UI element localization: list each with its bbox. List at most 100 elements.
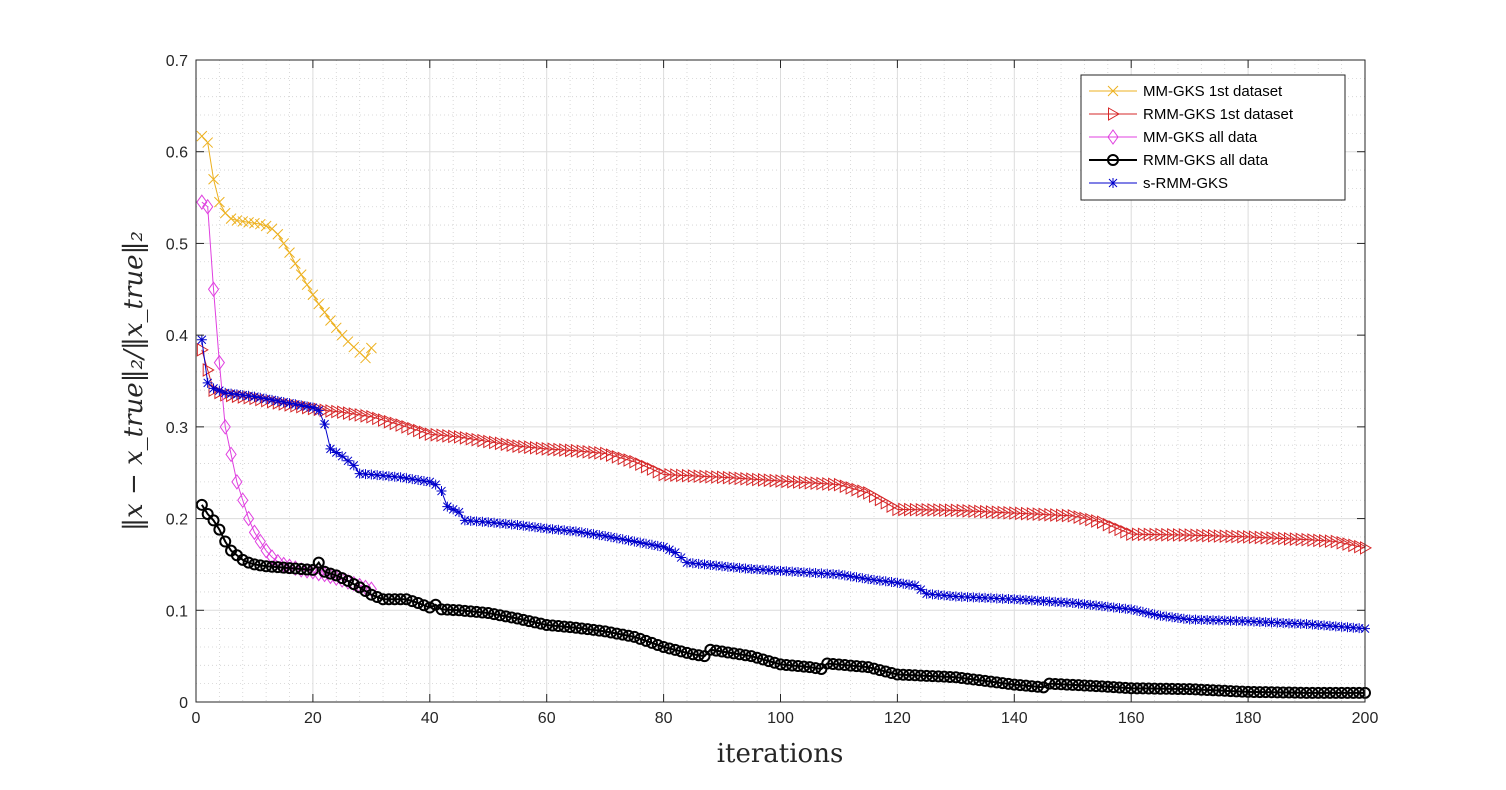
- data-point: [897, 668, 910, 681]
- data-point: [371, 590, 384, 603]
- data-point: [331, 447, 342, 458]
- data-point: [1208, 528, 1221, 543]
- data-point: [1091, 600, 1102, 611]
- data-point: [266, 394, 277, 405]
- data-point: [1032, 595, 1043, 606]
- data-point: [1307, 619, 1318, 630]
- data-point: [675, 645, 688, 658]
- data-point: [634, 632, 647, 645]
- data-point: [1289, 532, 1302, 546]
- data-point: [722, 561, 733, 572]
- data-point: [302, 401, 313, 412]
- data-point: [991, 593, 1002, 604]
- data-point: [822, 568, 833, 579]
- data-point: [255, 392, 266, 403]
- data-point: [582, 444, 595, 459]
- data-point: [477, 516, 488, 527]
- data-point: [1056, 597, 1067, 608]
- data-point: [261, 393, 272, 404]
- data-point: [968, 504, 981, 519]
- data-point: [372, 470, 383, 481]
- data-point: [1108, 520, 1121, 534]
- data-point: [494, 436, 507, 451]
- data-point: [424, 427, 437, 442]
- x-tick-label: 120: [884, 710, 911, 727]
- data-point: [301, 279, 313, 291]
- data-point: [1107, 129, 1119, 145]
- data-point: [687, 558, 698, 569]
- data-point: [832, 658, 845, 671]
- data-point: [530, 522, 541, 533]
- data-point: [226, 388, 237, 399]
- data-point: [1236, 685, 1249, 698]
- data-point: [453, 604, 466, 617]
- data-point: [746, 472, 759, 486]
- data-point: [518, 439, 531, 454]
- data-point: [1125, 682, 1138, 695]
- data-point: [312, 556, 325, 569]
- data-point: [1061, 508, 1074, 523]
- data-point: [559, 443, 572, 457]
- data-point: [348, 460, 359, 471]
- data-point: [477, 433, 490, 448]
- data-point: [904, 579, 915, 590]
- data-point: [237, 492, 249, 509]
- data-point: [242, 556, 255, 569]
- data-point: [1260, 617, 1271, 628]
- data-point: [1184, 614, 1195, 625]
- data-point: [751, 651, 764, 664]
- legend-label: s-RMM-GKS: [1143, 175, 1228, 192]
- data-point: [1195, 683, 1208, 696]
- data-point: [920, 669, 933, 682]
- data-point: [1260, 530, 1273, 545]
- data-point: [1231, 529, 1244, 544]
- data-point: [704, 643, 717, 656]
- data-point: [325, 443, 336, 454]
- data-point: [686, 648, 699, 661]
- data-point: [1003, 505, 1016, 520]
- data-point: [330, 569, 343, 582]
- data-point: [360, 352, 371, 364]
- data-point: [711, 470, 724, 484]
- data-point: [599, 625, 612, 638]
- data-point: [1090, 680, 1103, 693]
- data-point: [1224, 685, 1237, 698]
- data-point: [1248, 530, 1261, 545]
- data-point: [207, 514, 220, 527]
- data-point: [1313, 533, 1326, 548]
- data-point: [582, 528, 593, 539]
- data-point: [552, 620, 565, 633]
- data-point: [237, 390, 248, 401]
- data-point: [757, 473, 770, 487]
- data-point: [646, 539, 657, 550]
- data-point: [430, 479, 441, 490]
- data-point: [763, 565, 774, 576]
- data-point: [670, 468, 683, 482]
- data-point: [365, 588, 378, 601]
- data-point: [271, 561, 284, 574]
- data-point: [600, 446, 613, 461]
- data-point: [856, 660, 869, 673]
- x-tick-label: 160: [1118, 710, 1145, 727]
- data-point: [769, 565, 780, 576]
- data-point: [1190, 614, 1201, 625]
- data-point: [1283, 686, 1296, 699]
- data-point: [1254, 530, 1267, 545]
- data-point: [195, 498, 208, 511]
- data-point: [499, 610, 512, 623]
- data-point: [798, 475, 811, 490]
- data-point: [430, 427, 443, 442]
- data-point: [717, 470, 730, 485]
- data-point: [471, 516, 482, 527]
- data-point: [1196, 614, 1207, 625]
- data-point: [985, 593, 996, 604]
- data-point: [1178, 528, 1191, 542]
- data-point: [933, 503, 946, 517]
- data-point: [1265, 686, 1278, 699]
- y-axis-label: ‖x − x_true‖₂/‖x_true‖₂: [119, 231, 149, 531]
- data-point: [1073, 510, 1086, 524]
- data-point: [1243, 616, 1254, 627]
- data-point: [611, 533, 622, 544]
- data-point: [645, 636, 658, 649]
- data-point: [781, 474, 794, 489]
